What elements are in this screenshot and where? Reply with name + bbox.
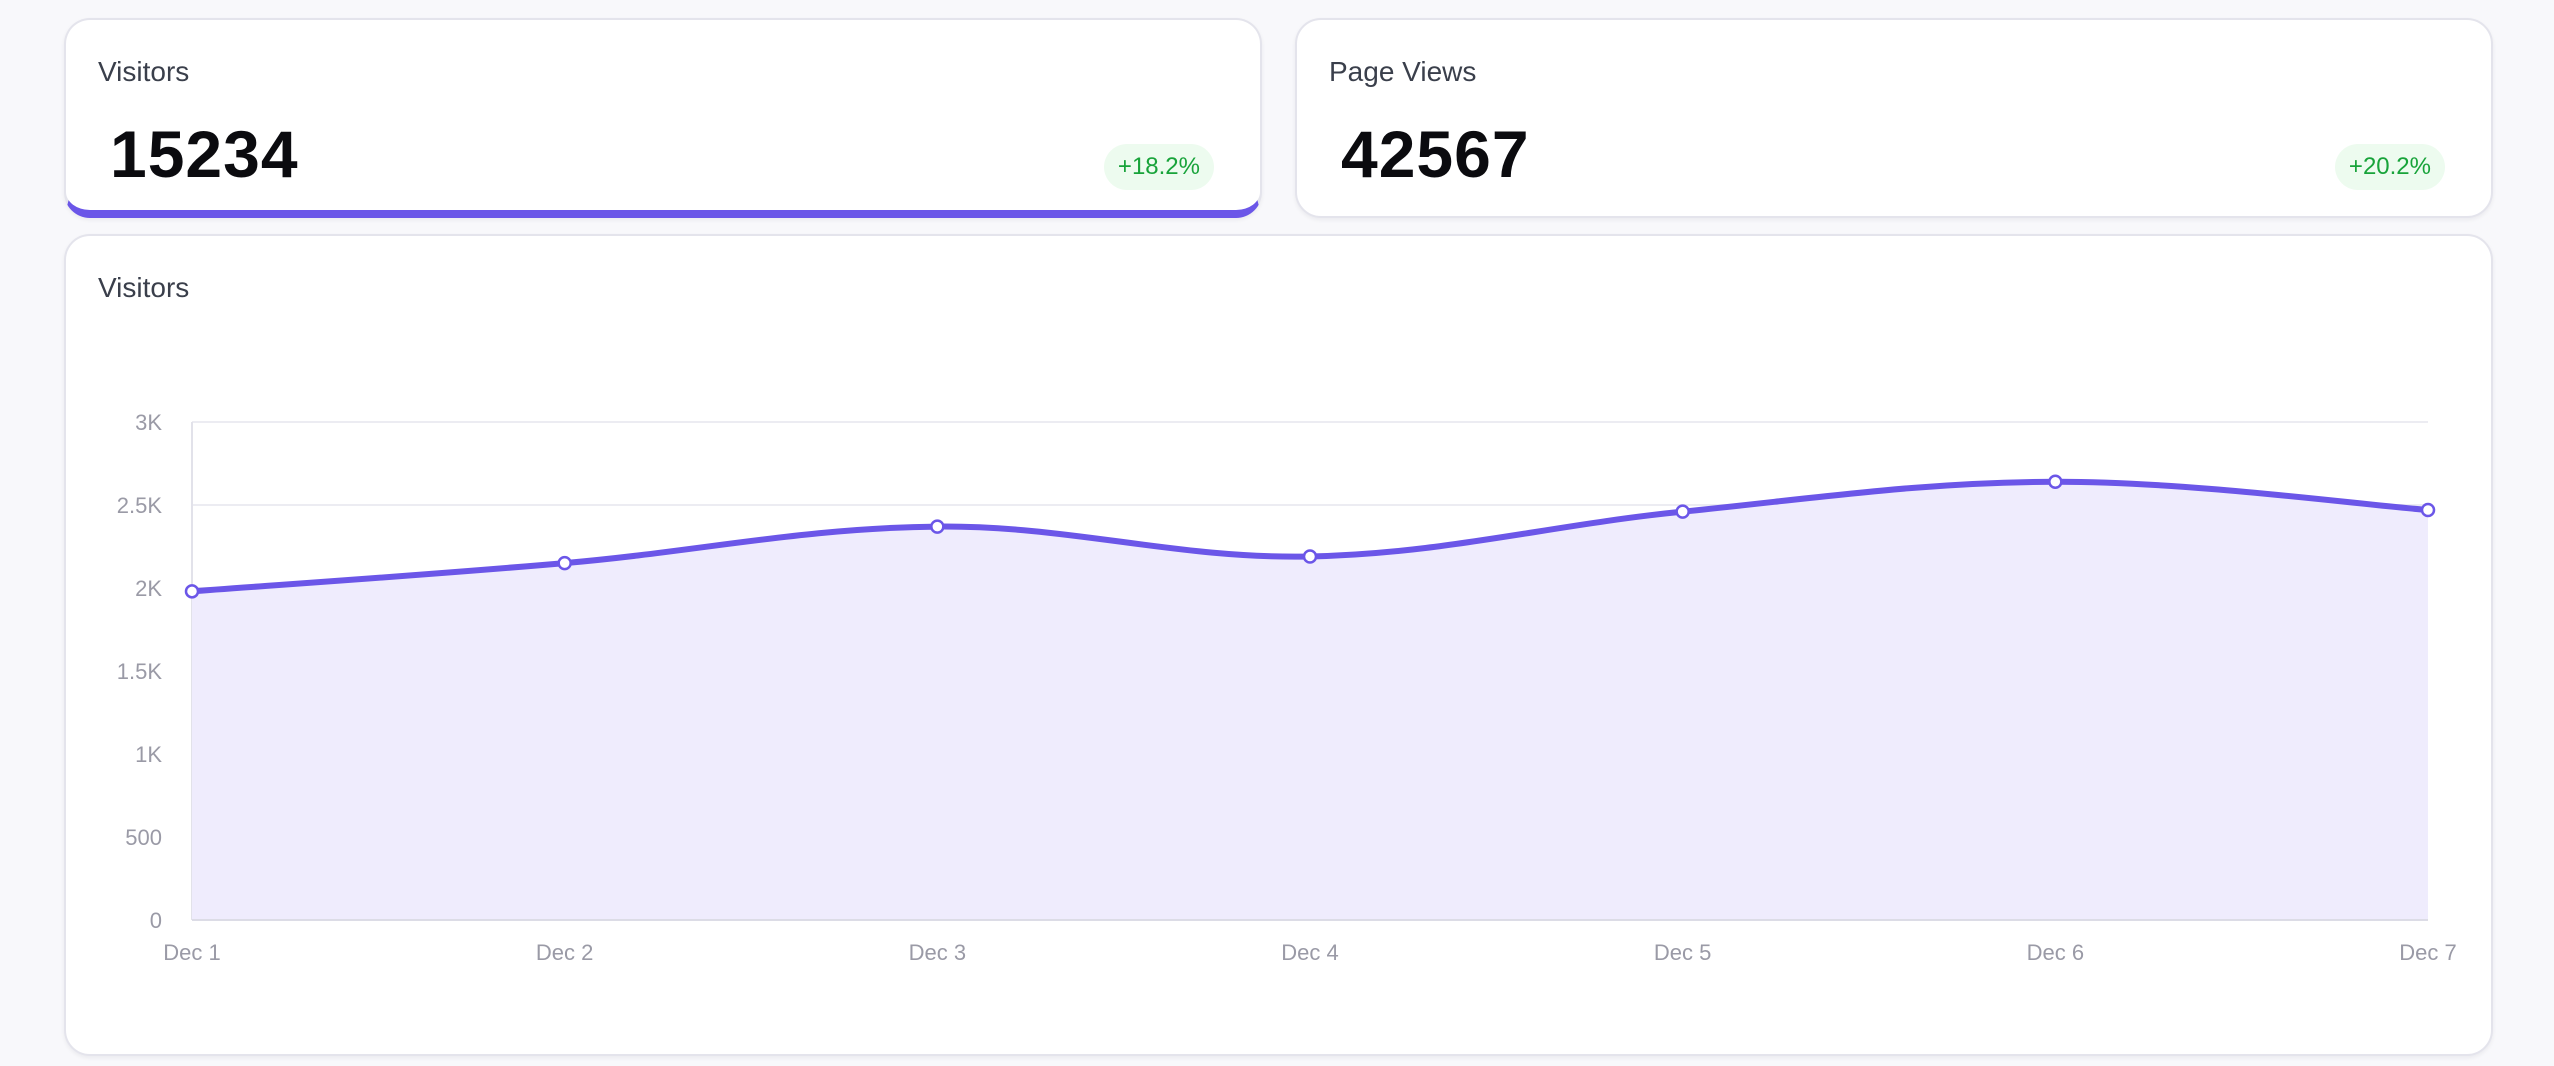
y-tick-label: 1K: [135, 742, 162, 767]
data-point: [2048, 474, 2063, 490]
visitors-chart: 0 500 1K 1.5K 2K 2.5K 3K Dec 1 Dec 2 Dec 3 Dec 4 De…: [117, 410, 2457, 965]
x-tick-label: Dec 1: [163, 940, 220, 965]
y-tick-label: 3K: [135, 410, 162, 435]
change-badge: +20.2%: [2334, 144, 2445, 190]
y-tick-label: 500: [125, 825, 162, 850]
x-tick-label: Dec 7: [2399, 940, 2456, 965]
stat-value: 42567: [1341, 117, 1530, 191]
chart-title: Visitors: [98, 272, 190, 303]
data-point: [184, 584, 200, 599]
x-tick-label: Dec 2: [536, 940, 593, 965]
x-tick-label: Dec 3: [909, 940, 966, 965]
change-badge: +18.2%: [1103, 144, 1214, 190]
y-tick-label: 2.5K: [117, 493, 163, 518]
stat-card-page-views[interactable]: Page Views 42567 +20.2%: [1295, 18, 2493, 218]
stat-card-visitors[interactable]: Visitors 15234 +18.2%: [64, 18, 1262, 218]
y-tick-label: 1.5K: [117, 659, 163, 684]
data-point: [1675, 504, 1690, 519]
data-point: [930, 519, 945, 534]
x-tick-label: Dec 5: [1654, 940, 1711, 965]
x-tick-label: Dec 6: [2027, 940, 2084, 965]
stat-value: 15234: [110, 117, 299, 191]
data-point: [1302, 549, 1318, 564]
visitors-chart-card: Visitors 0 500 1K 1.5K 2K 2.5K 3K Dec 1 Dec 2 Dec…: [64, 234, 2493, 1056]
stat-label: Page Views: [1329, 56, 1477, 87]
series-area: [192, 481, 2428, 920]
data-point: [2420, 502, 2436, 518]
stat-label: Visitors: [98, 56, 190, 87]
y-tick-label: 2K: [135, 576, 162, 601]
y-tick-label: 0: [150, 908, 162, 933]
x-tick-label: Dec 4: [1281, 940, 1338, 965]
data-point: [557, 555, 572, 571]
